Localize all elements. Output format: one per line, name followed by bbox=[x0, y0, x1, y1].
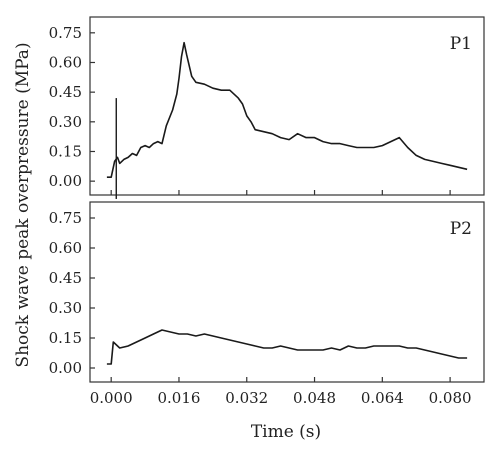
x-axis: 0.000 0.016 0.032 0.048 0.064 0.080 bbox=[90, 389, 472, 407]
series-line-p1 bbox=[106, 41, 468, 178]
x-tick-label: 0.064 bbox=[361, 389, 404, 407]
panel-p1: 0.00 0.15 0.30 0.45 0.60 0.75 P1 bbox=[49, 16, 485, 199]
y-tick-label: 0.45 bbox=[49, 269, 82, 287]
y-tick-label: 0.15 bbox=[49, 329, 82, 347]
y-axis-title: Shock wave peak overpressure (MPa) bbox=[13, 42, 33, 367]
x-tick-label: 0.080 bbox=[429, 389, 472, 407]
x-tick-label: 0.000 bbox=[90, 389, 133, 407]
y-tick-label: 0.00 bbox=[49, 172, 82, 190]
y-tick-label: 0.75 bbox=[49, 24, 82, 42]
x-tick-label: 0.016 bbox=[157, 389, 200, 407]
x-tick-label: 0.048 bbox=[293, 389, 336, 407]
series-line-p2 bbox=[106, 329, 468, 365]
y-tick-label: 0.75 bbox=[49, 209, 82, 227]
panel-label: P1 bbox=[450, 34, 472, 54]
y-tick-label: 0.60 bbox=[49, 239, 82, 257]
panel-label: P2 bbox=[450, 219, 472, 239]
y-tick-label: 0.45 bbox=[49, 83, 82, 101]
plot-frame bbox=[89, 201, 485, 383]
plot-frame bbox=[89, 16, 485, 196]
panel-p2: 0.00 0.15 0.30 0.45 0.60 0.75 P2 bbox=[49, 201, 485, 383]
y-tick-label: 0.15 bbox=[49, 142, 82, 160]
y-tick-label: 0.30 bbox=[49, 113, 82, 131]
y-tick-label: 0.60 bbox=[49, 53, 82, 71]
x-tick-label: 0.032 bbox=[225, 389, 268, 407]
y-tick-label: 0.30 bbox=[49, 299, 82, 317]
y-tick-label: 0.00 bbox=[49, 359, 82, 377]
x-axis-title: Time (s) bbox=[251, 422, 321, 442]
